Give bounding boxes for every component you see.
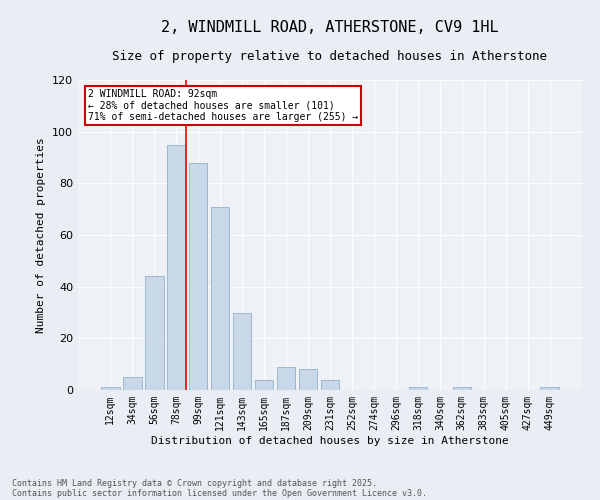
Text: Contains public sector information licensed under the Open Government Licence v3: Contains public sector information licen…: [12, 488, 427, 498]
Bar: [211, 206, 229, 390]
X-axis label: Distribution of detached houses by size in Atherstone: Distribution of detached houses by size …: [151, 436, 509, 446]
Bar: [277, 367, 295, 390]
Text: Size of property relative to detached houses in Atherstone: Size of property relative to detached ho…: [113, 50, 548, 63]
Bar: [101, 388, 119, 390]
Bar: [167, 144, 185, 390]
Bar: [409, 388, 427, 390]
Text: Contains HM Land Registry data © Crown copyright and database right 2025.: Contains HM Land Registry data © Crown c…: [12, 478, 377, 488]
Y-axis label: Number of detached properties: Number of detached properties: [37, 137, 46, 333]
Bar: [452, 388, 471, 390]
Bar: [320, 380, 340, 390]
Bar: [541, 388, 559, 390]
Bar: [145, 276, 164, 390]
Bar: [299, 370, 317, 390]
Bar: [233, 312, 251, 390]
Bar: [255, 380, 274, 390]
Text: 2 WINDMILL ROAD: 92sqm
← 28% of detached houses are smaller (101)
71% of semi-de: 2 WINDMILL ROAD: 92sqm ← 28% of detached…: [88, 90, 358, 122]
Bar: [189, 162, 208, 390]
Bar: [123, 377, 142, 390]
Text: 2, WINDMILL ROAD, ATHERSTONE, CV9 1HL: 2, WINDMILL ROAD, ATHERSTONE, CV9 1HL: [161, 20, 499, 35]
